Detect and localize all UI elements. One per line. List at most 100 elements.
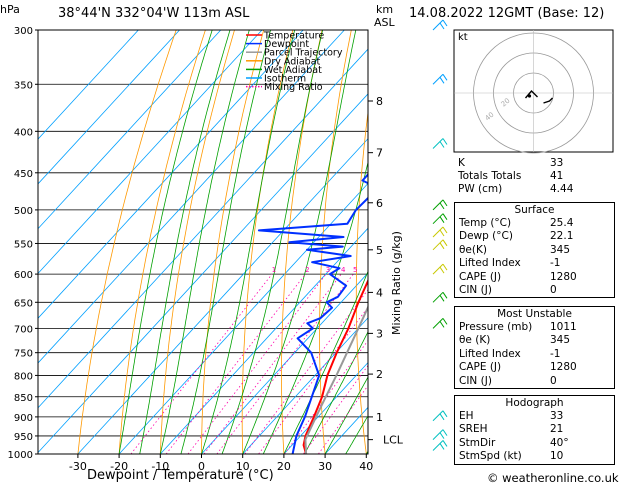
row-value: 40° <box>550 436 569 449</box>
row-label: SREH <box>459 423 488 436</box>
wind-barb-feather <box>439 443 445 450</box>
hodo-row: SREH 21 <box>455 423 614 436</box>
wind-barb-icon <box>432 318 448 329</box>
surface-row: Dewp (°C) 22.1 <box>455 230 614 243</box>
row-label: CIN (J) <box>459 284 492 297</box>
wind-barb-feather <box>442 292 448 299</box>
mixing-ratio-label: 5 <box>353 266 357 274</box>
wind-barb-icon <box>432 138 448 149</box>
row-label: Temp (°C) <box>459 217 512 229</box>
temperature-tick-label: 0 <box>198 460 205 473</box>
wind-barb-feather <box>439 22 445 30</box>
row-label: θe(K) <box>459 243 487 256</box>
temperature-tick-label: -20 <box>110 460 128 473</box>
surface-row: Temp (°C) 25.4 <box>455 217 614 230</box>
pressure-tick-label: 350 <box>14 80 33 91</box>
hodograph-box: Hodograph EH 33 SREH 21 StmDir 40° StmSpd (… <box>454 395 615 465</box>
wet-adiabat-line <box>139 30 231 454</box>
mixing-ratio-line <box>284 339 368 454</box>
row-value: 25.4 <box>550 217 574 229</box>
wind-barb-icon <box>432 429 448 440</box>
wind-barb-staff <box>432 263 444 275</box>
index-value: 41 <box>550 170 564 182</box>
wet-adiabat-line <box>180 30 271 454</box>
wind-barb-staff <box>432 440 444 451</box>
dry-adiabat-line <box>159 30 235 454</box>
row-label: Dewp (°C) <box>459 230 513 243</box>
pressure-tick-label: 700 <box>14 324 33 335</box>
row-label: EH <box>459 410 474 422</box>
wind-barb-feather <box>439 295 445 302</box>
copyright-credit: © weatheronline.co.uk <box>487 471 619 485</box>
legend-label: Wet Adiabat <box>264 65 322 76</box>
wind-barb-staff <box>432 199 444 211</box>
legend-label: Dewpoint <box>264 39 309 50</box>
legend-label: Temperature <box>263 31 324 42</box>
indices-table-top: K 33 Totals Totals 41 PW (cm) 4.44 <box>454 157 614 196</box>
dry-adiabat-line <box>614 30 629 454</box>
surface-box: Surface Temp (°C) 25.4 Dewp (°C) 22.1 θe(K… <box>454 202 615 299</box>
pressure-tick-label: 450 <box>14 169 33 180</box>
row-label: Lifted Index <box>459 257 521 270</box>
wind-barb-staff <box>432 19 444 31</box>
mixing-ratio-line <box>187 273 327 454</box>
mixing-ratio-line <box>303 364 368 454</box>
height-tick-label: 4 <box>376 286 383 299</box>
most-unstable-title: Most Unstable <box>497 308 572 320</box>
height-tick-label: 3 <box>376 327 383 340</box>
pressure-tick-label: 750 <box>14 349 33 360</box>
row-label: StmSpd (kt) <box>459 450 522 463</box>
mixing-ratio-axis-label: Mixing Ratio (g/kg) <box>390 231 403 335</box>
wind-barb-staff <box>432 429 444 440</box>
wind-barb-feather <box>442 440 448 447</box>
mixing-ratio-label: 2 <box>305 266 309 274</box>
isotherm-line <box>160 227 368 454</box>
height-tick-label: 2 <box>376 368 383 381</box>
wind-barb-icon <box>432 239 448 251</box>
height-tick-label: 8 <box>376 95 383 108</box>
hodograph-ring-label: 20 <box>500 97 512 109</box>
row-value: 10 <box>550 450 564 463</box>
hodo-row: StmSpd (kt) 10 <box>455 450 614 463</box>
hodograph-unit-label: kt <box>458 32 468 43</box>
wind-barb-icon <box>432 199 448 211</box>
wet-adiabat-line <box>242 30 357 454</box>
wind-barb-staff <box>432 138 444 149</box>
wind-barb-icon <box>432 213 448 225</box>
temperature-tick-label: 10 <box>236 460 250 473</box>
isotherm-line <box>77 138 368 454</box>
mixing-ratio-line <box>244 289 368 454</box>
wind-barb-staff <box>432 239 444 251</box>
dry-adiabat-line <box>319 30 352 454</box>
pressure-tick-label: 400 <box>14 127 33 138</box>
isotherm-line <box>38 30 139 140</box>
dry-adiabat-line <box>118 30 206 454</box>
pressure-tick-label: 300 <box>14 26 33 37</box>
wind-barb-feather <box>439 202 445 210</box>
asl-label: ASL <box>374 16 395 29</box>
row-label: Pressure (mb) <box>459 321 533 333</box>
mixing-ratio-label: 15 <box>414 266 423 274</box>
mixing-ratio-line <box>318 384 368 454</box>
wind-barb-feather <box>439 413 445 421</box>
wind-barb-icon <box>432 73 448 85</box>
x-axis-label: Dewpoint / Temperature (°C) <box>87 468 274 483</box>
wind-barb-feather <box>442 199 448 207</box>
wind-barb-staff <box>432 73 444 85</box>
km-label: km <box>376 3 394 16</box>
dry-adiabat-line <box>426 30 448 454</box>
pressure-tick-label: 600 <box>14 270 33 281</box>
mixing-ratio-label: 1 <box>272 266 276 274</box>
temperature-tick-label: 20 <box>277 460 291 473</box>
hodograph-storm-marker <box>527 94 532 98</box>
plot-frame <box>37 29 369 455</box>
legend-label: Dry Adiabat <box>264 56 321 67</box>
dry-adiabat-line <box>355 109 368 454</box>
row-value: 1011 <box>550 321 577 333</box>
row-label: StmDir <box>459 436 496 449</box>
mu-row: CIN (J) 0 <box>455 375 614 388</box>
dry-adiabat-line <box>281 30 323 454</box>
pressure-tick-label: 850 <box>14 393 33 404</box>
wind-barb-icon <box>432 410 448 422</box>
